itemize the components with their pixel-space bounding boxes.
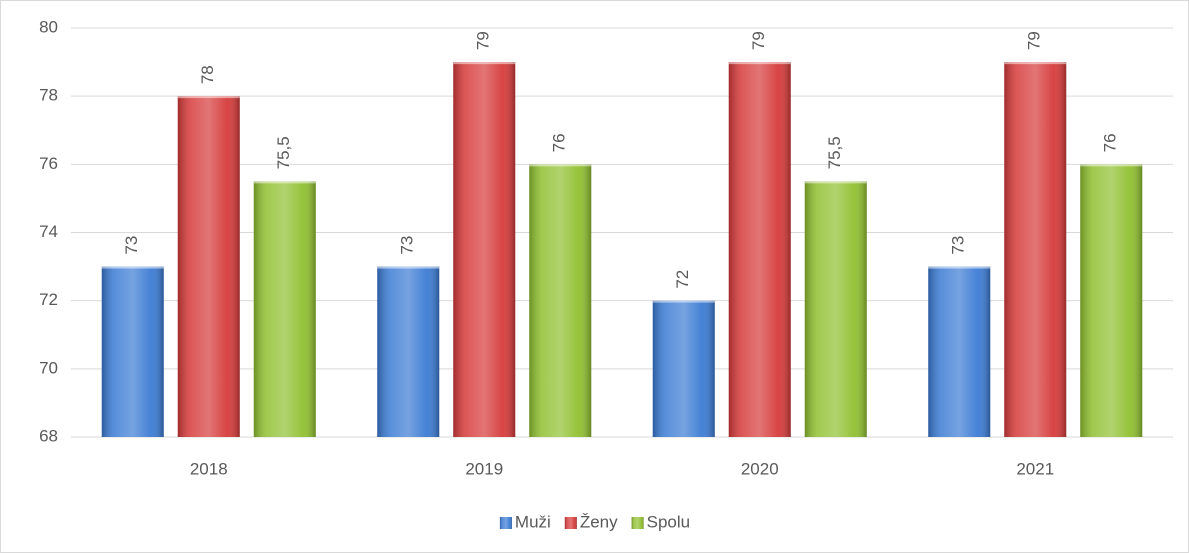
- bar-shine: [928, 266, 991, 437]
- value-label: 78: [198, 65, 217, 84]
- value-label: 75,5: [825, 136, 844, 169]
- legend-swatch-shine: [499, 517, 512, 529]
- bar-shine: [377, 266, 440, 437]
- value-label: 79: [1025, 31, 1044, 50]
- value-label: 76: [550, 133, 569, 152]
- value-label: 75,5: [274, 136, 293, 169]
- x-tick-label: 2018: [190, 459, 228, 478]
- bar-shine: [529, 164, 592, 438]
- value-label: 73: [398, 236, 417, 255]
- bar-shine: [728, 62, 791, 437]
- value-label: 73: [949, 236, 968, 255]
- legend-label: Spolu: [647, 512, 690, 531]
- y-tick-label: 78: [39, 86, 58, 105]
- y-tick-label: 68: [39, 426, 58, 445]
- bar-shine: [1080, 164, 1143, 438]
- bar-shine: [453, 62, 516, 437]
- value-label: 72: [673, 270, 692, 289]
- y-tick-label: 80: [39, 17, 58, 36]
- value-label: 73: [122, 236, 141, 255]
- y-tick-label: 72: [39, 290, 58, 309]
- y-tick-label: 70: [39, 358, 58, 377]
- legend-swatch-shine: [631, 517, 644, 529]
- x-tick-label: 2019: [465, 459, 503, 478]
- bar-shine: [1004, 62, 1067, 437]
- legend-swatch-shine: [564, 517, 577, 529]
- y-tick-label: 74: [39, 222, 58, 241]
- value-label: 76: [1101, 133, 1120, 152]
- bar-shine: [804, 181, 867, 437]
- legend-label: Ženy: [580, 512, 618, 531]
- bar-shine: [253, 181, 316, 437]
- bar-shine: [652, 300, 715, 437]
- x-tick-label: 2020: [741, 459, 779, 478]
- bar-shine: [177, 96, 240, 438]
- x-tick-label: 2021: [1016, 459, 1054, 478]
- legend-label: Muži: [515, 512, 551, 531]
- bar-shine: [101, 266, 164, 437]
- y-tick-label: 76: [39, 154, 58, 173]
- value-label: 79: [474, 31, 493, 50]
- value-label: 79: [749, 31, 768, 50]
- legend: Muži Ženy Spolu: [499, 512, 690, 531]
